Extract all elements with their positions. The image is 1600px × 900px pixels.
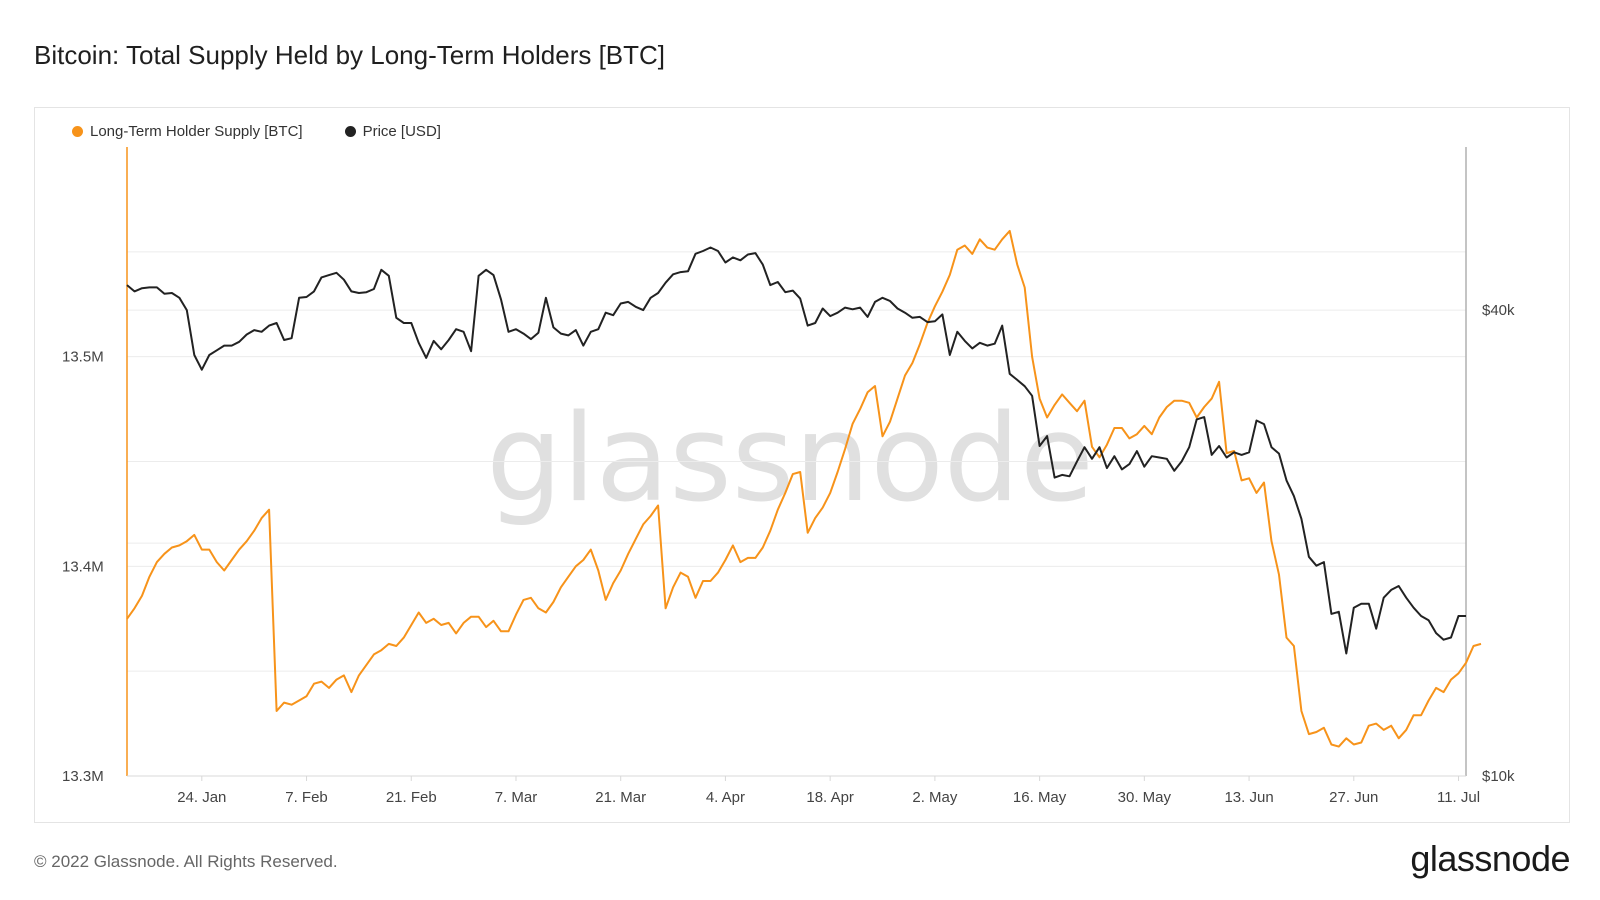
x-tick-label: 13. Jun — [1224, 789, 1273, 806]
y-right-tick-label: $40k — [1482, 302, 1515, 319]
page-title: Bitcoin: Total Supply Held by Long-Term … — [34, 40, 666, 70]
legend-label-lth: Long-Term Holder Supply [BTC] — [90, 123, 303, 140]
x-tick-label: 21. Mar — [595, 789, 646, 806]
series-line-price — [126, 246, 1466, 655]
x-tick-label: 2. May — [912, 789, 958, 806]
x-tick-label: 16. May — [1013, 789, 1067, 806]
x-tick-label: 30. May — [1118, 789, 1172, 806]
legend-item-lth[interactable]: Long-Term Holder Supply [BTC] — [72, 123, 303, 140]
y-right-tick-label: $10k — [1482, 768, 1515, 785]
grid-lines — [127, 251, 1466, 672]
axes: 13.3M 13.4M 13.5M $10k $40k 24. Jan 7. Feb 21. … — [62, 147, 1515, 806]
x-tick-label: 11. Jul — [1437, 789, 1480, 806]
series-layer — [126, 229, 1482, 748]
chart-watermark: glassnode — [486, 390, 1094, 529]
y-left-tick-label: 13.3M — [62, 768, 104, 785]
legend-item-price[interactable]: Price [USD] — [344, 123, 441, 140]
legend-dot-lth — [72, 126, 83, 137]
x-tick-label: 4. Apr — [706, 789, 745, 806]
y-left-tick-label: 13.5M — [62, 349, 104, 366]
x-tick-label: 7. Feb — [285, 789, 328, 806]
x-tick-label: 7. Mar — [495, 789, 538, 806]
y-left-tick-label: 13.4M — [62, 558, 104, 575]
x-tick-label: 27. Jun — [1329, 789, 1378, 806]
x-tick-label: 21. Feb — [386, 789, 437, 806]
series-line-lth-supply — [126, 229, 1482, 748]
chart-panel — [34, 107, 1570, 823]
footer-copyright: © 2022 Glassnode. All Rights Reserved. — [34, 852, 338, 871]
chart-legend: Long-Term Holder Supply [BTC] Price [USD… — [72, 123, 441, 140]
legend-label-price: Price [USD] — [362, 123, 441, 140]
x-tick-label: 24. Jan — [177, 789, 226, 806]
x-tick-label: 18. Apr — [806, 789, 854, 806]
legend-dot-price — [344, 126, 356, 137]
brand-logo: glassnode — [1410, 838, 1570, 879]
